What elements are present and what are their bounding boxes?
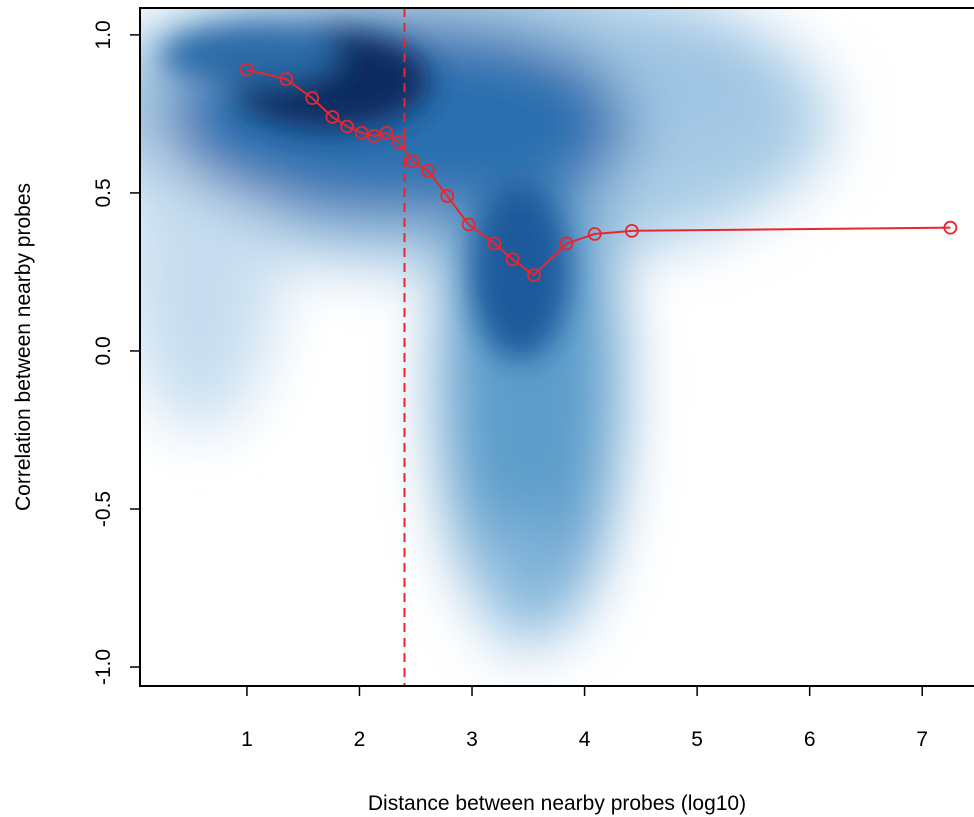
x-tick-label: 6 (804, 728, 816, 751)
x-tick-label: 2 (354, 728, 366, 751)
x-tick-label: 5 (691, 728, 703, 751)
x-axis-label: Distance between nearby probes (log10) (368, 792, 746, 815)
point (240, 62, 254, 77)
point (559, 236, 574, 251)
point (624, 223, 639, 238)
x-tick-label: 7 (916, 728, 928, 751)
y-tick-label: 1.0 (92, 20, 115, 49)
point (405, 154, 420, 169)
x-tick-label: 3 (466, 728, 478, 751)
y-tick-label: 0.5 (92, 178, 115, 207)
series-line (246, 68, 951, 277)
point (367, 129, 382, 143)
point (487, 236, 502, 251)
x-tick-label: 1 (241, 728, 253, 751)
y-tick-label: -1.0 (92, 649, 115, 685)
point (421, 163, 436, 178)
point (340, 119, 354, 134)
y-tick-label: -0.5 (92, 491, 115, 527)
point (440, 189, 455, 203)
point (325, 110, 340, 124)
point (587, 227, 602, 241)
plot-frame (139, 7, 974, 687)
point (279, 72, 294, 87)
point (527, 268, 541, 282)
point (354, 125, 369, 140)
point (379, 125, 394, 140)
y-tick-label: 0.0 (92, 336, 115, 365)
point (505, 252, 520, 267)
density (140, 8, 830, 650)
point (461, 217, 476, 232)
point (943, 220, 958, 235)
point (391, 135, 406, 150)
y-axis-label: Correlation between nearby probes (12, 183, 35, 511)
x-tick-label: 4 (579, 728, 591, 751)
point (305, 91, 320, 105)
